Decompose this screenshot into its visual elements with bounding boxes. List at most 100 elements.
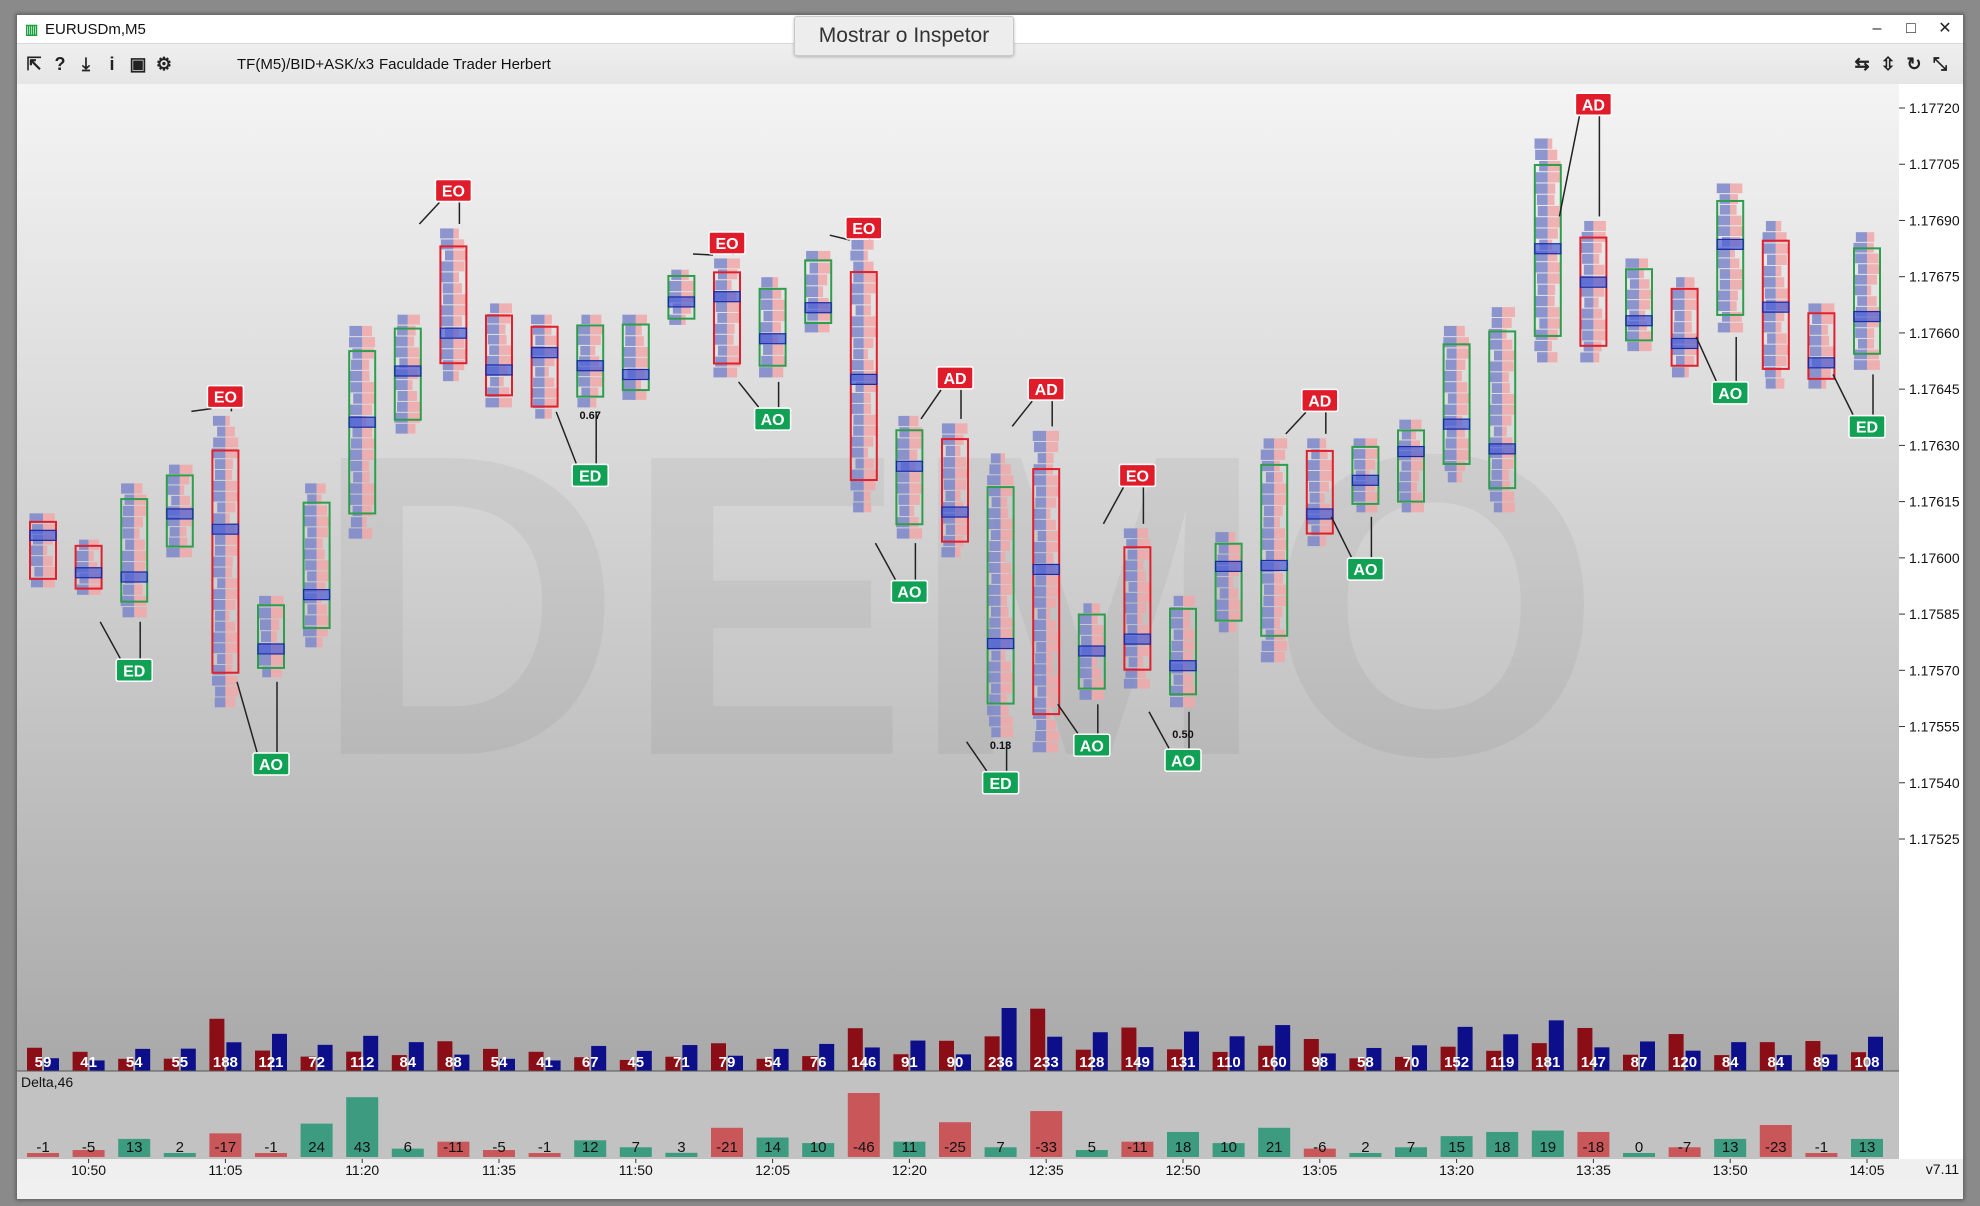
- ask-cell: [1502, 372, 1509, 383]
- signal-badge[interactable]: ED: [1848, 414, 1886, 439]
- bid-cell: [1036, 719, 1047, 731]
- footprint-bar[interactable]: [667, 269, 696, 325]
- signal-badge[interactable]: EO: [708, 231, 746, 255]
- signal-badge[interactable]: AO: [1164, 748, 1202, 773]
- footprint-bar[interactable]: [1169, 595, 1197, 708]
- signal-badge[interactable]: AO: [1711, 381, 1749, 405]
- footprint-bar[interactable]: [758, 277, 787, 378]
- minimize-button[interactable]: –: [1872, 20, 1882, 37]
- signal-badge[interactable]: AD: [1301, 388, 1339, 413]
- footprint-bar[interactable]: [1351, 438, 1380, 513]
- footprint-bar[interactable]: [1488, 307, 1517, 513]
- footprint-bar[interactable]: [393, 314, 422, 434]
- signal-badge[interactable]: EO: [845, 216, 883, 240]
- footprint-bar[interactable]: [257, 595, 285, 678]
- footprint-bar[interactable]: [74, 539, 103, 595]
- signal-badge[interactable]: AO: [890, 579, 929, 604]
- footprint-bar[interactable]: [485, 303, 513, 408]
- footprint-bar[interactable]: [1807, 303, 1836, 389]
- signal-badge[interactable]: EO: [1118, 463, 1157, 488]
- bid-cell: [1032, 508, 1047, 519]
- signal-badge[interactable]: AO: [1073, 733, 1111, 758]
- signal-badge[interactable]: EO: [206, 384, 245, 409]
- bid-cell: [212, 599, 226, 610]
- footprint-bar[interactable]: [1716, 183, 1745, 333]
- footprint-bar[interactable]: [1533, 138, 1562, 363]
- signal-badge[interactable]: EO: [434, 178, 473, 203]
- info-icon[interactable]: i: [109, 54, 115, 74]
- signal-badge[interactable]: AO: [753, 407, 792, 431]
- bid-cell: [941, 423, 955, 434]
- bid-cell: [1356, 502, 1366, 513]
- chart-area[interactable]: DEMO 1.17720 1.17705 1.17690 1.17675 1.17660…: [17, 84, 1963, 1179]
- bid-cell: [213, 437, 226, 448]
- signal-badge[interactable]: ED: [115, 658, 153, 683]
- footprint-bar[interactable]: [1260, 438, 1289, 663]
- ask-cell: [1593, 297, 1599, 308]
- footprint-bar[interactable]: [713, 258, 741, 378]
- bid-cell: [1443, 404, 1457, 415]
- ask-cell: [1365, 491, 1379, 502]
- footprint-bar[interactable]: [1077, 603, 1106, 700]
- ask-cell: [1821, 335, 1830, 346]
- footprint-bar[interactable]: [1761, 220, 1790, 389]
- help-icon[interactable]: ?: [54, 54, 66, 74]
- footprint-bar[interactable]: [804, 250, 833, 333]
- swap-arrows-icon[interactable]: ⇆: [1854, 54, 1870, 74]
- footprint-bar[interactable]: [1670, 277, 1699, 378]
- footprint-bar[interactable]: [1625, 258, 1653, 352]
- fit-vertical-icon[interactable]: ⇳: [1880, 54, 1896, 74]
- refresh-icon[interactable]: ↻: [1906, 54, 1922, 74]
- cursor-arrow-icon[interactable]: ⇱: [26, 54, 42, 74]
- signal-badge[interactable]: AO: [252, 752, 290, 776]
- footprint-bar[interactable]: [439, 228, 468, 382]
- footprint-bar[interactable]: [1853, 232, 1881, 370]
- show-inspector-button[interactable]: Mostrar o Inspetor: [794, 16, 1014, 56]
- footprint-bar[interactable]: [1442, 325, 1471, 483]
- footprint-bar[interactable]: [1579, 220, 1608, 363]
- footprint-bar[interactable]: [1032, 430, 1061, 753]
- maximize-button[interactable]: □: [1906, 20, 1916, 37]
- footprint-bar[interactable]: [576, 314, 605, 408]
- bid-cell: [576, 335, 591, 345]
- ask-cell: [1000, 497, 1008, 508]
- bid-cell: [212, 675, 226, 686]
- bid-cell: [1079, 668, 1092, 679]
- footprint-bar[interactable]: [165, 464, 194, 558]
- close-button[interactable]: ✕: [1938, 20, 1952, 37]
- download-icon[interactable]: ⤓: [82, 54, 90, 74]
- footprint-bar[interactable]: [895, 415, 924, 539]
- ask-cell: [225, 610, 230, 621]
- expand-corner-icon[interactable]: ⤡: [1932, 54, 1948, 74]
- footprint-bar[interactable]: [1397, 419, 1425, 513]
- footprint-bar[interactable]: [1123, 528, 1152, 689]
- ask-cell: [863, 458, 874, 469]
- footprint-bar[interactable]: [302, 483, 331, 648]
- gear-icon[interactable]: ⚙: [155, 54, 173, 74]
- footprint-bar[interactable]: [1214, 532, 1243, 633]
- footprint-bar[interactable]: [120, 483, 149, 618]
- delta-value: 14: [764, 1139, 781, 1156]
- signal-badge[interactable]: AD: [1574, 92, 1613, 117]
- footprint-bar[interactable]: [211, 415, 240, 708]
- buy-volume-bar: [1685, 1050, 1701, 1071]
- footprint-bar[interactable]: [941, 423, 969, 558]
- signal-badge[interactable]: AD: [936, 366, 974, 390]
- signal-badge[interactable]: ED: [981, 771, 1020, 795]
- volume-value: 147: [1581, 1054, 1606, 1071]
- bid-cell: [1125, 668, 1138, 678]
- footprint-bar[interactable]: [621, 314, 650, 400]
- poc-cell: [439, 327, 467, 339]
- footprint-bar[interactable]: [986, 453, 1015, 738]
- poc-cell: [804, 302, 832, 314]
- signal-badge[interactable]: AD: [1027, 377, 1065, 401]
- signal-badge[interactable]: ED: [571, 463, 609, 488]
- price-label: 1.17525: [1909, 831, 1960, 847]
- chart-window-icon[interactable]: ▣: [129, 54, 147, 74]
- signal-badge[interactable]: AO: [1346, 557, 1385, 581]
- footprint-bar[interactable]: [849, 239, 878, 513]
- footprint-bar[interactable]: [530, 314, 559, 419]
- footprint-bar[interactable]: [29, 513, 57, 588]
- footprint-bar[interactable]: [1305, 438, 1334, 547]
- footprint-bar[interactable]: [348, 325, 377, 539]
